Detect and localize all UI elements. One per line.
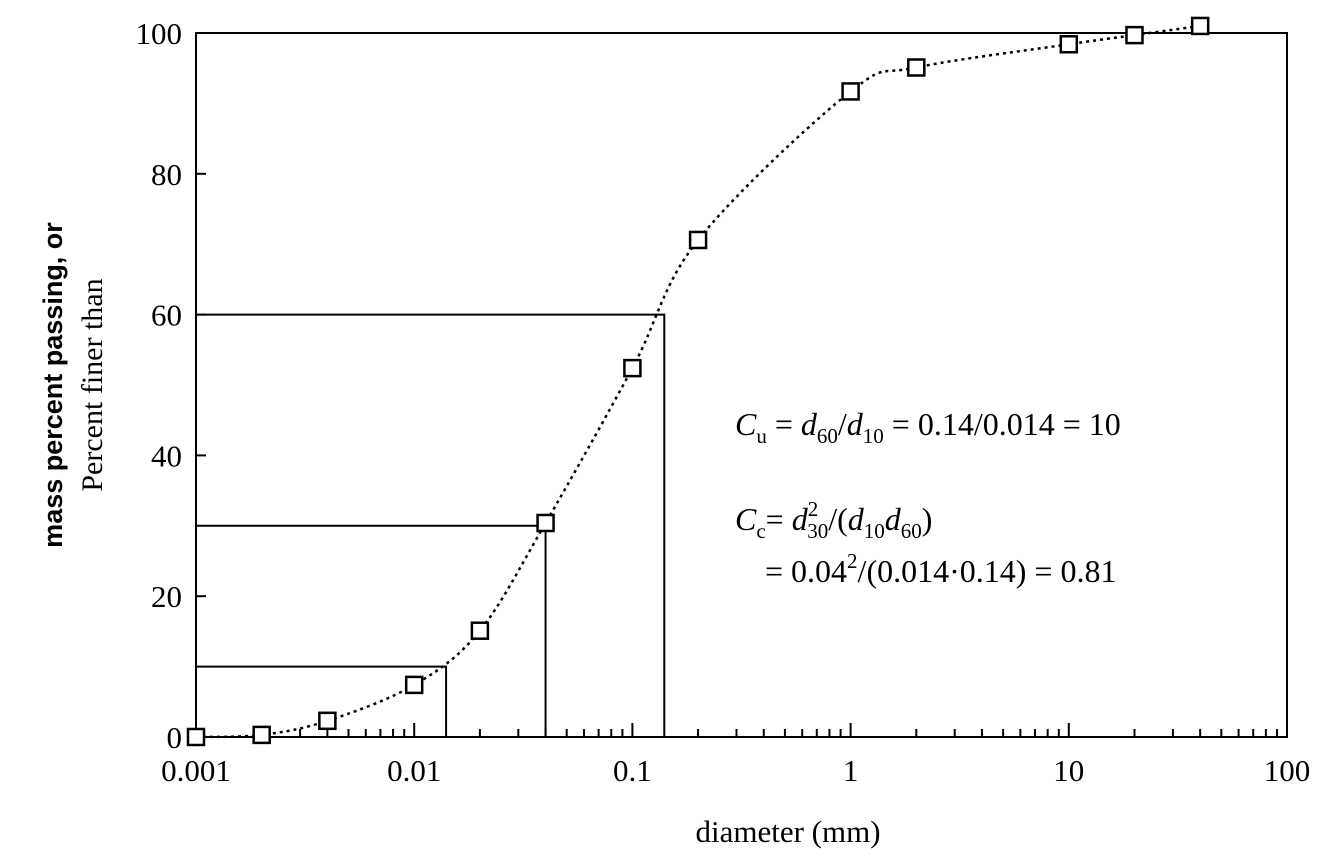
guide-line bbox=[196, 524, 547, 737]
plot-frame bbox=[195, 32, 1288, 738]
x-tick-label: 0.1 bbox=[613, 753, 652, 788]
y-tick-label: 0 bbox=[167, 720, 183, 755]
annotation-part: u bbox=[756, 424, 767, 448]
annotation-part: d bbox=[885, 501, 902, 537]
marker bbox=[318, 711, 337, 731]
annotation-part: 30 bbox=[807, 519, 828, 543]
marker bbox=[1059, 35, 1079, 54]
annotation: Cu = d60/d10 = 0.14/0.014 = 10 bbox=[735, 406, 1121, 448]
marker bbox=[907, 58, 926, 77]
annotation-part: 60 bbox=[901, 519, 922, 543]
annotation-part: 2 bbox=[808, 497, 819, 521]
marker bbox=[841, 82, 860, 101]
y-tick-label: 20 bbox=[151, 579, 182, 614]
x-tick-label: 0.01 bbox=[387, 753, 441, 788]
marker bbox=[1190, 16, 1210, 36]
annotation-part: = bbox=[766, 501, 792, 537]
annotation-part: 10 bbox=[863, 424, 884, 448]
marker bbox=[252, 725, 271, 745]
annotation-part: C bbox=[735, 406, 757, 442]
annotation-part: = bbox=[767, 406, 801, 442]
marker bbox=[404, 675, 424, 695]
annotation-part: /(0.014·0.14) = 0.81 bbox=[858, 553, 1117, 589]
guide-line bbox=[196, 665, 448, 737]
annotation-part: /( bbox=[828, 501, 848, 537]
annotation-part: d bbox=[847, 406, 864, 442]
marker bbox=[1125, 25, 1144, 45]
annotation-part: = 0.04 bbox=[765, 553, 847, 589]
annotation-part: 60 bbox=[817, 424, 838, 448]
annotation-part: d bbox=[801, 406, 818, 442]
fit-curve bbox=[195, 24, 1201, 739]
x-axis-label: diameter (mm) bbox=[695, 814, 880, 849]
guide-line bbox=[196, 313, 666, 737]
marker bbox=[623, 358, 642, 378]
marker bbox=[186, 727, 206, 747]
y-tick-label: 40 bbox=[151, 438, 182, 473]
marker bbox=[470, 621, 490, 640]
x-tick-label: 10 bbox=[1053, 753, 1084, 788]
x-tick-label: 1 bbox=[843, 753, 859, 788]
annotation-part: / bbox=[838, 406, 847, 442]
annotation: Cc= d2 30/(d10d60) bbox=[735, 497, 932, 543]
annotation-part: 10 bbox=[864, 519, 885, 543]
x-tick-label: 0.001 bbox=[161, 753, 231, 788]
annotation-part: d bbox=[848, 501, 865, 537]
y-axis-label: Percent finer than bbox=[76, 278, 109, 491]
annotation: = 0.042/(0.014·0.14) = 0.81 bbox=[765, 549, 1116, 589]
y-tick-label: 100 bbox=[136, 16, 183, 51]
annotation-part: C bbox=[735, 501, 757, 537]
annotation-part: c bbox=[756, 519, 765, 543]
annotation-part: = 0.14/0.014 = 10 bbox=[884, 406, 1121, 442]
marker bbox=[536, 513, 555, 533]
y-tick-label: 60 bbox=[151, 298, 182, 333]
annotation-part: d bbox=[792, 501, 809, 537]
annotation-part: 2 bbox=[847, 549, 858, 573]
y-tick-label: 80 bbox=[151, 157, 182, 192]
marker bbox=[688, 230, 708, 250]
annotation-part: ) bbox=[922, 501, 933, 537]
x-tick-label: 100 bbox=[1264, 753, 1311, 788]
y-axis-label: mass percent passing, or bbox=[38, 222, 68, 548]
